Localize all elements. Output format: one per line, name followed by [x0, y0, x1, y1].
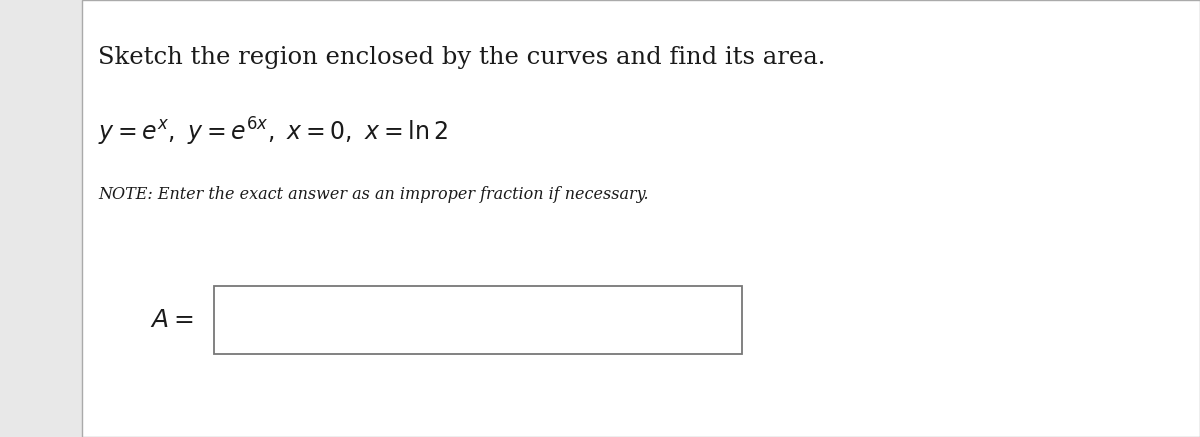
Text: $A =$: $A =$: [150, 309, 193, 332]
FancyBboxPatch shape: [214, 286, 742, 354]
Text: NOTE: Enter the exact answer as an improper fraction if necessary.: NOTE: Enter the exact answer as an impro…: [98, 186, 649, 203]
Text: $y = e^{x},\ y = e^{6x},\ x = 0,\ x = \ln 2$: $y = e^{x},\ y = e^{6x},\ x = 0,\ x = \l…: [98, 116, 448, 148]
Text: Sketch the region enclosed by the curves and find its area.: Sketch the region enclosed by the curves…: [98, 46, 826, 69]
